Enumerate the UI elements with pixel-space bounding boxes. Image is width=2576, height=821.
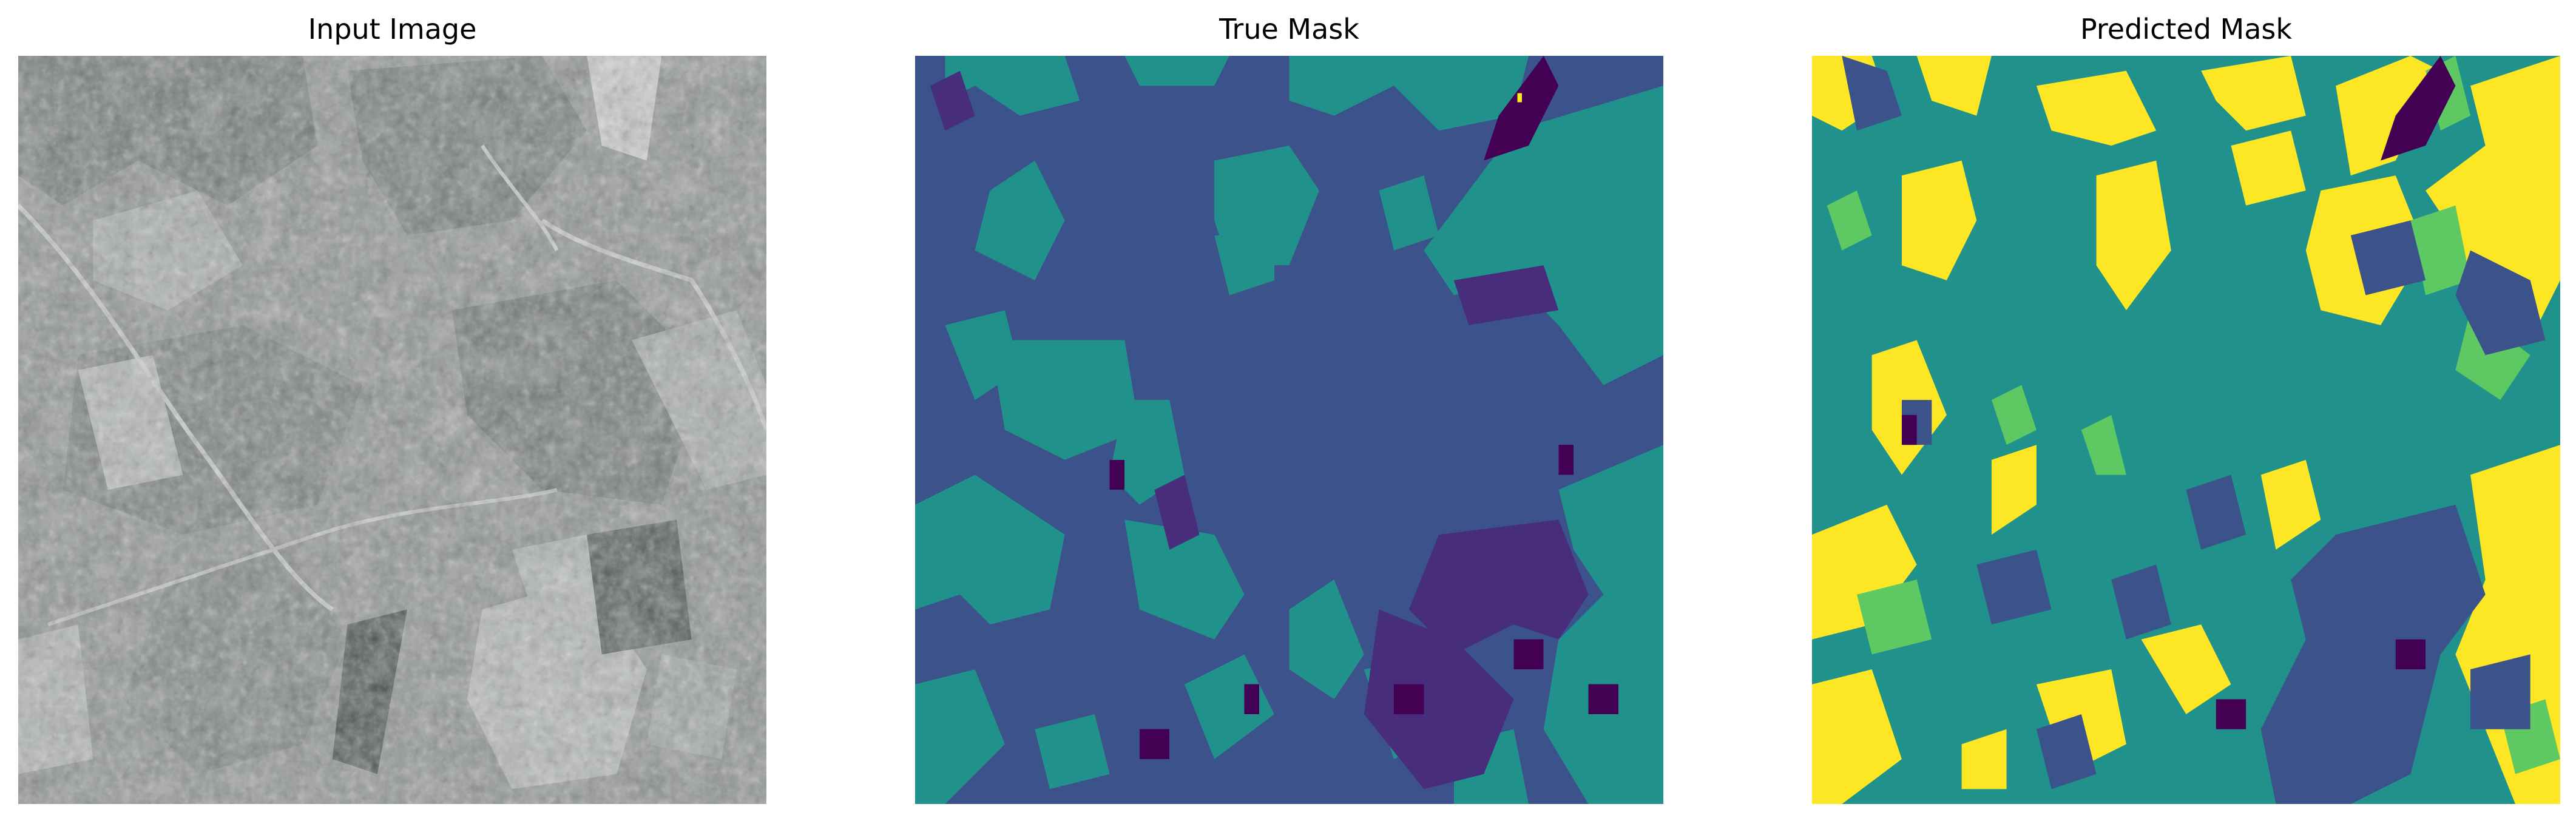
input-image [18,56,766,804]
input-image-panel [18,56,766,804]
predicted-mask [1812,56,2560,804]
predicted-mask-title: Predicted Mask [2080,13,2293,46]
true-mask-panel [915,56,1663,804]
predicted-mask-panel [1812,56,2560,804]
true-mask [915,56,1663,804]
input-image-title: Input Image [308,13,477,46]
true-mask-title: True Mask [1219,13,1359,46]
